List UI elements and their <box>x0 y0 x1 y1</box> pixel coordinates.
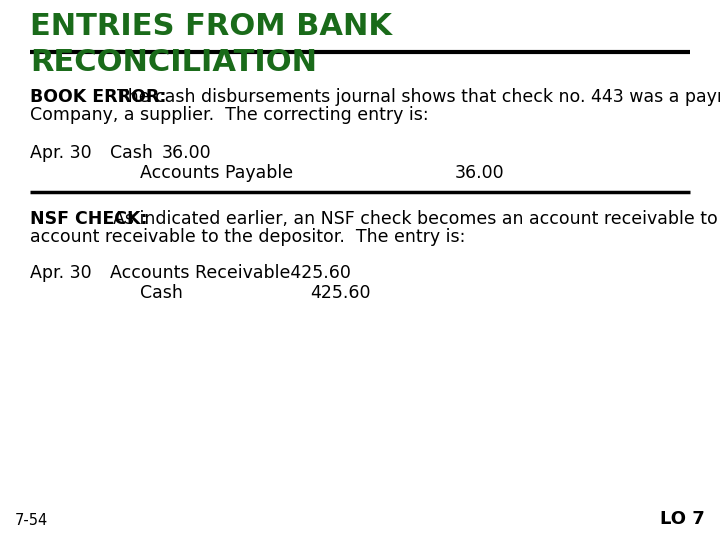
Text: ENTRIES FROM BANK: ENTRIES FROM BANK <box>30 12 392 41</box>
Text: 7-54: 7-54 <box>15 513 48 528</box>
Text: Cash: Cash <box>140 284 183 302</box>
Text: As indicated earlier, an NSF check becomes an account receivable to the deposito: As indicated earlier, an NSF check becom… <box>113 210 720 228</box>
Text: Apr. 30: Apr. 30 <box>30 144 91 162</box>
Text: NSF CHECK:: NSF CHECK: <box>30 210 148 228</box>
Text: Company, a supplier.  The correcting entry is:: Company, a supplier. The correcting entr… <box>30 106 428 124</box>
Text: RECONCILIATION: RECONCILIATION <box>30 48 317 77</box>
Text: 425.60: 425.60 <box>310 284 371 302</box>
Text: Accounts Payable: Accounts Payable <box>140 164 293 182</box>
Text: Accounts Receivable425.60: Accounts Receivable425.60 <box>110 264 351 282</box>
Text: BOOK ERROR:: BOOK ERROR: <box>30 88 166 106</box>
Text: Cash: Cash <box>110 144 153 162</box>
Text: 36.00: 36.00 <box>162 144 212 162</box>
Text: 36.00: 36.00 <box>455 164 505 182</box>
Text: The cash disbursements journal shows that check no. 443 was a payment on account: The cash disbursements journal shows tha… <box>117 88 720 106</box>
Text: LO 7: LO 7 <box>660 510 705 528</box>
Text: account receivable to the depositor.  The entry is:: account receivable to the depositor. The… <box>30 228 465 246</box>
Text: Apr. 30: Apr. 30 <box>30 264 91 282</box>
